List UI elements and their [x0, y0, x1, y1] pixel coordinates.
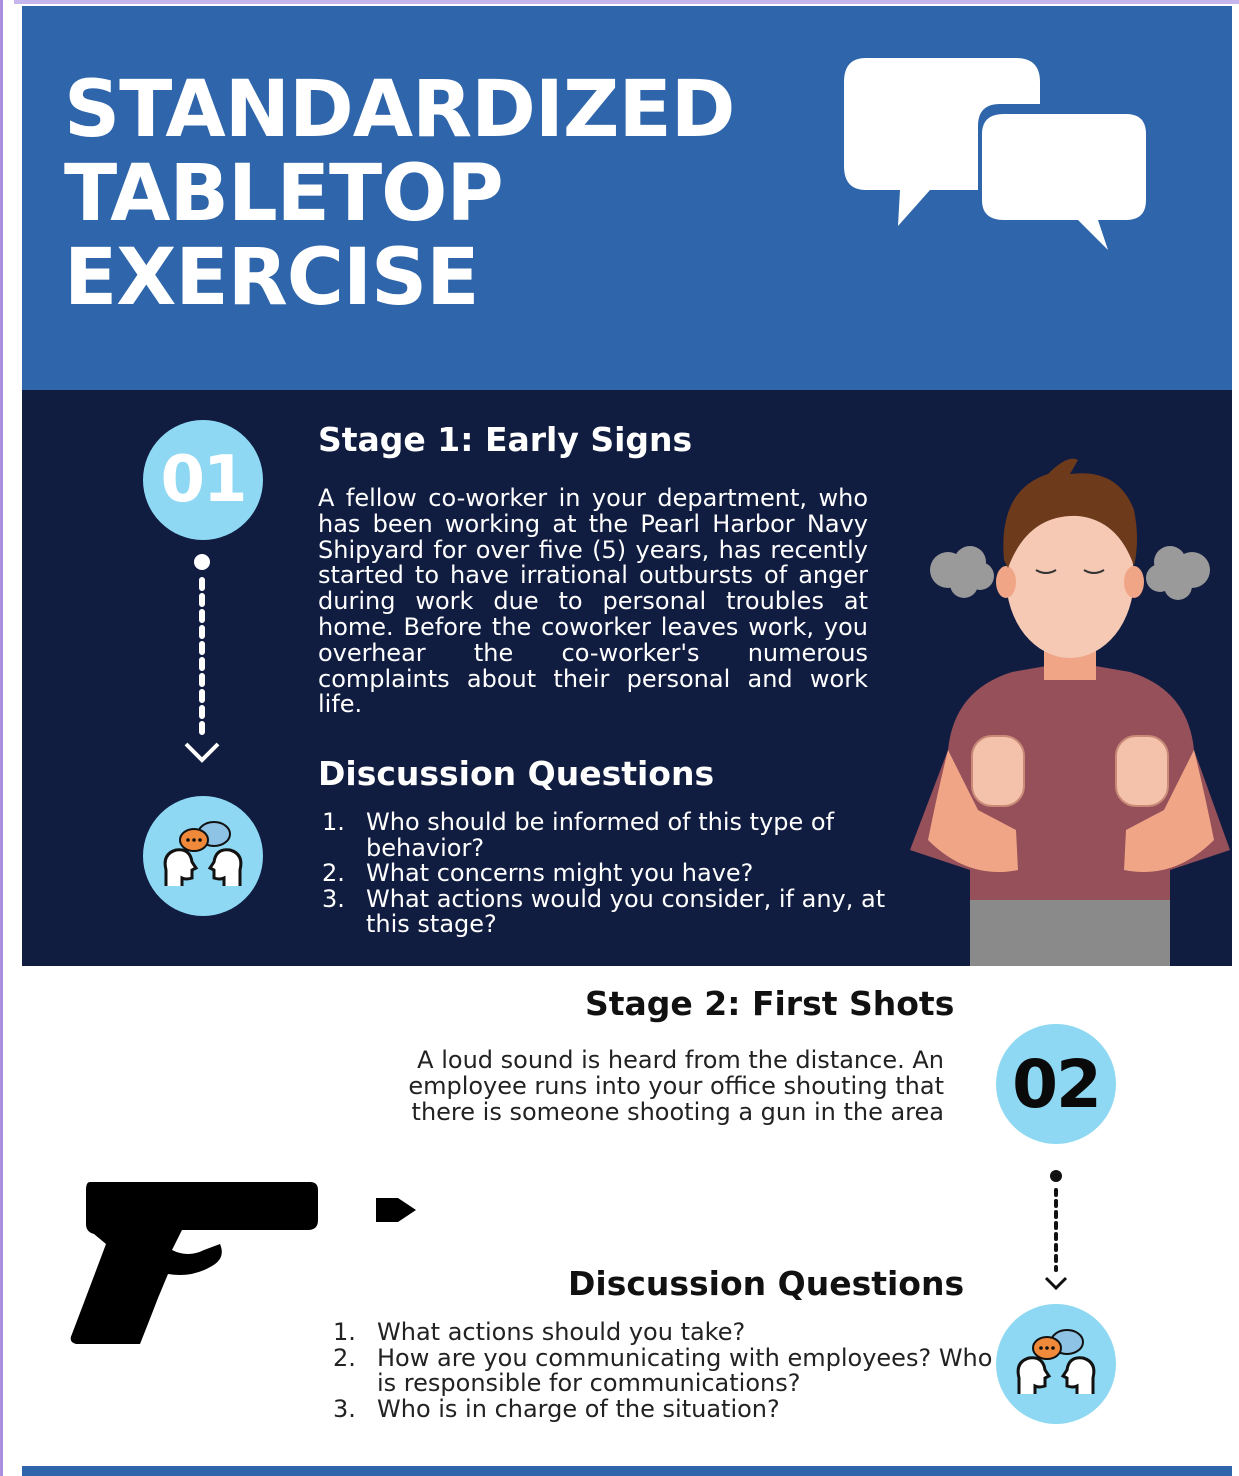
stage-1-number: 01 [160, 443, 247, 517]
stage-2-title: Stage 2: First Shots [585, 984, 955, 1023]
stage-1-question-list: 1. Who should be informed of this type of… [322, 808, 904, 938]
stage-1-discussion-title: Discussion Questions [318, 754, 715, 793]
footer-bar [22, 1466, 1232, 1476]
angry-man-illustration [910, 458, 1230, 966]
list-item: 3. Who is in charge of the situation? [333, 1394, 780, 1423]
outer-border-left [0, 0, 14, 1476]
dotted-arrow-down-icon [1044, 1170, 1068, 1291]
list-item: 2. What concerns might you have? [322, 859, 754, 887]
title-line-2: TABLETOP [64, 149, 504, 239]
stage-2-question-list: 1. What actions should you take? 2. How ar… [333, 1318, 995, 1423]
infographic-page: STANDARDIZED TABLETOP EXERCISE 01 [22, 6, 1232, 1476]
handgun-silhouette-icon [70, 1182, 416, 1344]
stage-2-number-badge: 02 [996, 1024, 1116, 1144]
stage-2-description-line: employee runs into your office shouting … [408, 1072, 944, 1100]
list-item: 1. Who should be informed of this type of… [322, 808, 835, 862]
stage-1-number-badge: 01 [143, 420, 263, 540]
stage-2-number: 02 [1012, 1045, 1102, 1123]
discussion-heads-badge [143, 796, 263, 916]
title-line-3: EXERCISE [64, 233, 479, 323]
chat-bubbles-icon [844, 58, 1146, 250]
page-title: STANDARDIZED TABLETOP EXERCISE [64, 68, 735, 320]
discussion-heads-icon [1016, 1329, 1096, 1394]
header-banner: STANDARDIZED TABLETOP EXERCISE [22, 6, 1232, 390]
stage-2-description-line: A loud sound is heard from the distance.… [417, 1046, 944, 1074]
stage-1-section: 01 Stage 1: Early Signs A fellow co-work… [22, 390, 1232, 966]
list-item: 2. How are you communicating with employe… [333, 1343, 993, 1397]
stage-1-title: Stage 1: Early Signs [318, 420, 693, 459]
stage-1-description: A fellow co-worker in your department, w… [318, 484, 868, 719]
title-line-1: STANDARDIZED [64, 65, 735, 155]
list-item: 1. What actions should you take? [333, 1318, 746, 1346]
discussion-heads-icon [163, 821, 243, 886]
stage-2-discussion-title: Discussion Questions [568, 1264, 965, 1303]
stage-2-description: A loud sound is heard from the distance.… [322, 1047, 944, 1125]
discussion-heads-badge [996, 1304, 1116, 1424]
dotted-arrow-down-icon [184, 554, 220, 763]
stage-2-description-line: there is someone shooting a gun in the a… [411, 1098, 944, 1126]
list-item: 3. What actions would you consider, if an… [322, 884, 886, 938]
outer-border-top [0, 0, 1239, 4]
